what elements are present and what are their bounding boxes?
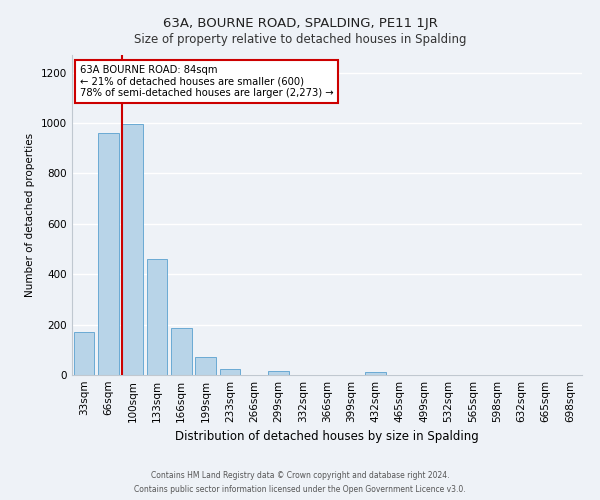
Bar bbox=[98, 133, 119, 375]
Bar bbox=[365, 372, 386, 375]
Text: Contains HM Land Registry data © Crown copyright and database right 2024.
Contai: Contains HM Land Registry data © Crown c… bbox=[134, 472, 466, 494]
Text: 63A, BOURNE ROAD, SPALDING, PE11 1JR: 63A, BOURNE ROAD, SPALDING, PE11 1JR bbox=[163, 18, 437, 30]
Bar bbox=[220, 370, 240, 375]
Text: 63A BOURNE ROAD: 84sqm
← 21% of detached houses are smaller (600)
78% of semi-de: 63A BOURNE ROAD: 84sqm ← 21% of detached… bbox=[80, 64, 333, 98]
Bar bbox=[122, 124, 143, 375]
Text: Size of property relative to detached houses in Spalding: Size of property relative to detached ho… bbox=[134, 32, 466, 46]
Bar bbox=[171, 328, 191, 375]
Bar bbox=[74, 332, 94, 375]
Bar bbox=[195, 358, 216, 375]
Y-axis label: Number of detached properties: Number of detached properties bbox=[25, 133, 35, 297]
Bar bbox=[268, 371, 289, 375]
X-axis label: Distribution of detached houses by size in Spalding: Distribution of detached houses by size … bbox=[175, 430, 479, 444]
Bar bbox=[146, 259, 167, 375]
